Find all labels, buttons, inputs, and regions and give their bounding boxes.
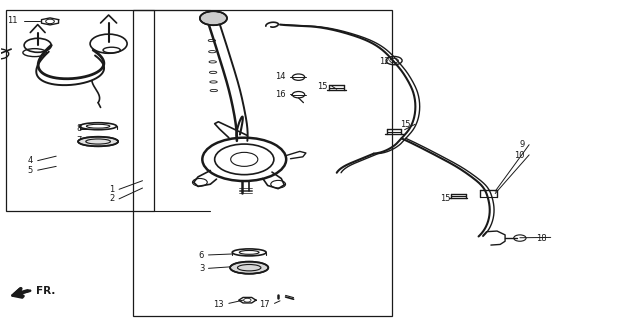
Text: 18: 18 [536,234,546,243]
Text: 3: 3 [199,264,204,274]
Text: 12: 12 [379,57,389,66]
Text: 13: 13 [213,300,224,308]
Text: 14: 14 [275,72,286,81]
Text: 7: 7 [77,136,82,145]
Text: 2: 2 [109,194,115,204]
Ellipse shape [230,262,268,274]
Text: 15: 15 [400,120,411,130]
Text: FR.: FR. [36,286,56,296]
Text: 15: 15 [317,82,328,91]
Text: 4: 4 [28,156,33,165]
Text: 11: 11 [7,16,18,25]
Circle shape [200,11,227,25]
Text: 17: 17 [259,300,269,308]
Ellipse shape [78,137,118,146]
Text: 16: 16 [275,90,286,99]
Text: 6: 6 [199,251,204,260]
Text: 8: 8 [77,124,82,133]
Text: 9: 9 [520,140,525,149]
Text: 15: 15 [440,194,451,203]
Bar [6,10,154,211]
Text: 10: 10 [514,151,525,160]
Bar [133,10,392,316]
Text: 1: 1 [109,185,115,194]
Text: 5: 5 [28,166,33,175]
